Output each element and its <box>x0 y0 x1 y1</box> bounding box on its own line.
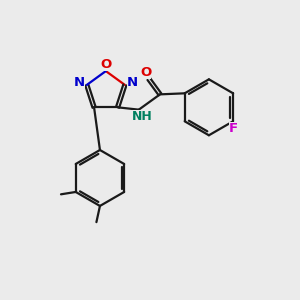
Text: NH: NH <box>132 110 153 123</box>
Text: O: O <box>101 58 112 71</box>
Text: N: N <box>127 76 138 89</box>
Text: N: N <box>74 76 85 89</box>
Text: O: O <box>140 66 152 79</box>
Text: F: F <box>229 122 238 135</box>
